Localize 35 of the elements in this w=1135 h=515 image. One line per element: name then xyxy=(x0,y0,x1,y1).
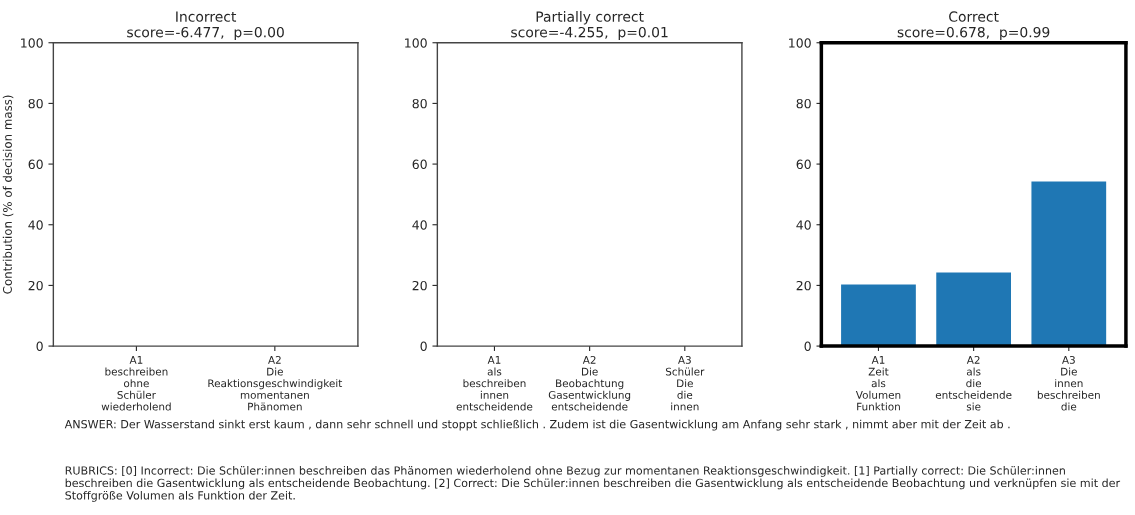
x-tick-label: A2 Die Reaktionsgeschwindigkeit momentanen Phänomen xyxy=(208,355,343,411)
x-tick-label: A2 als die entscheidende sie xyxy=(935,355,1012,411)
y-tick-label: 40 xyxy=(796,220,811,230)
x-tick-label: A3 Die innen beschreiben die xyxy=(1037,355,1100,411)
y-tick-label: 100 xyxy=(21,38,43,48)
y-axis-title: Contribution (% of decision mass) xyxy=(2,95,14,294)
y-tick-label: 40 xyxy=(28,220,43,230)
y-tick-label: 20 xyxy=(412,280,427,291)
y-tick-label: 80 xyxy=(796,98,811,109)
y-tick-label: 100 xyxy=(405,38,427,48)
bar xyxy=(934,271,1013,347)
y-tick-label: 20 xyxy=(28,280,43,291)
y-tick-label: 80 xyxy=(412,98,427,109)
y-tick-label: 80 xyxy=(28,98,43,109)
y-tick-label: 60 xyxy=(796,159,811,170)
x-tick-label: A3 Schüler Die die innen xyxy=(665,355,705,411)
x-tick-label: A1 beschreiben ohne Schüler wiederholend xyxy=(101,356,171,411)
x-tick-label: A1 als beschreiben innen entscheidende xyxy=(456,356,533,411)
bar xyxy=(1030,180,1108,347)
chart-title: Correct score=0.678, p=0.99 xyxy=(897,11,1050,41)
y-tick-label: 40 xyxy=(412,220,427,230)
y-tick-label: 20 xyxy=(796,280,811,291)
y-tick-label: 60 xyxy=(28,159,43,170)
y-tick-label: 0 xyxy=(420,341,427,352)
x-tick-label: A2 Die Beobachtung Gasentwicklung entscheidende xyxy=(548,355,631,411)
y-tick-label: 0 xyxy=(804,341,811,352)
x-tick-label: A1 Zeit als Volumen Funktion xyxy=(855,356,901,411)
text: RUBRICS: [0] Incorrect: Die Schüler:innen beschreiben das Phänomen wiederholend ohne Bezug zur momentanen Reaktionsgeschwindigkeit. [1] Partially correct: Die Schüler:innen beschreiben die Gasentwicklung als entscheidende Beobachtung. [2] Correct: Die Schüler:innen beschreiben die Gasentwicklung als entscheidende Beobachtung und verknüpfen sie mit der Stoffgröße Volumen als Funktion der Zeit. xyxy=(65,466,1121,502)
y-tick-label: 100 xyxy=(789,38,811,48)
bar xyxy=(839,283,918,347)
y-tick-label: 0 xyxy=(36,341,43,352)
chart-title: Partially correct score=-4.255, p=0.01 xyxy=(511,11,668,41)
y-tick-label: 60 xyxy=(412,159,427,170)
text: ANSWER: Der Wasserstand sinkt erst kaum , dann sehr schnell und stoppt schließlich . Zudem ist die Gasentwicklung am Anfang sehr stark , nimmt aber mit der Zeit ab . xyxy=(64,419,1010,431)
chart-title: Incorrect score=-6.477, p=0.00 xyxy=(127,11,284,41)
